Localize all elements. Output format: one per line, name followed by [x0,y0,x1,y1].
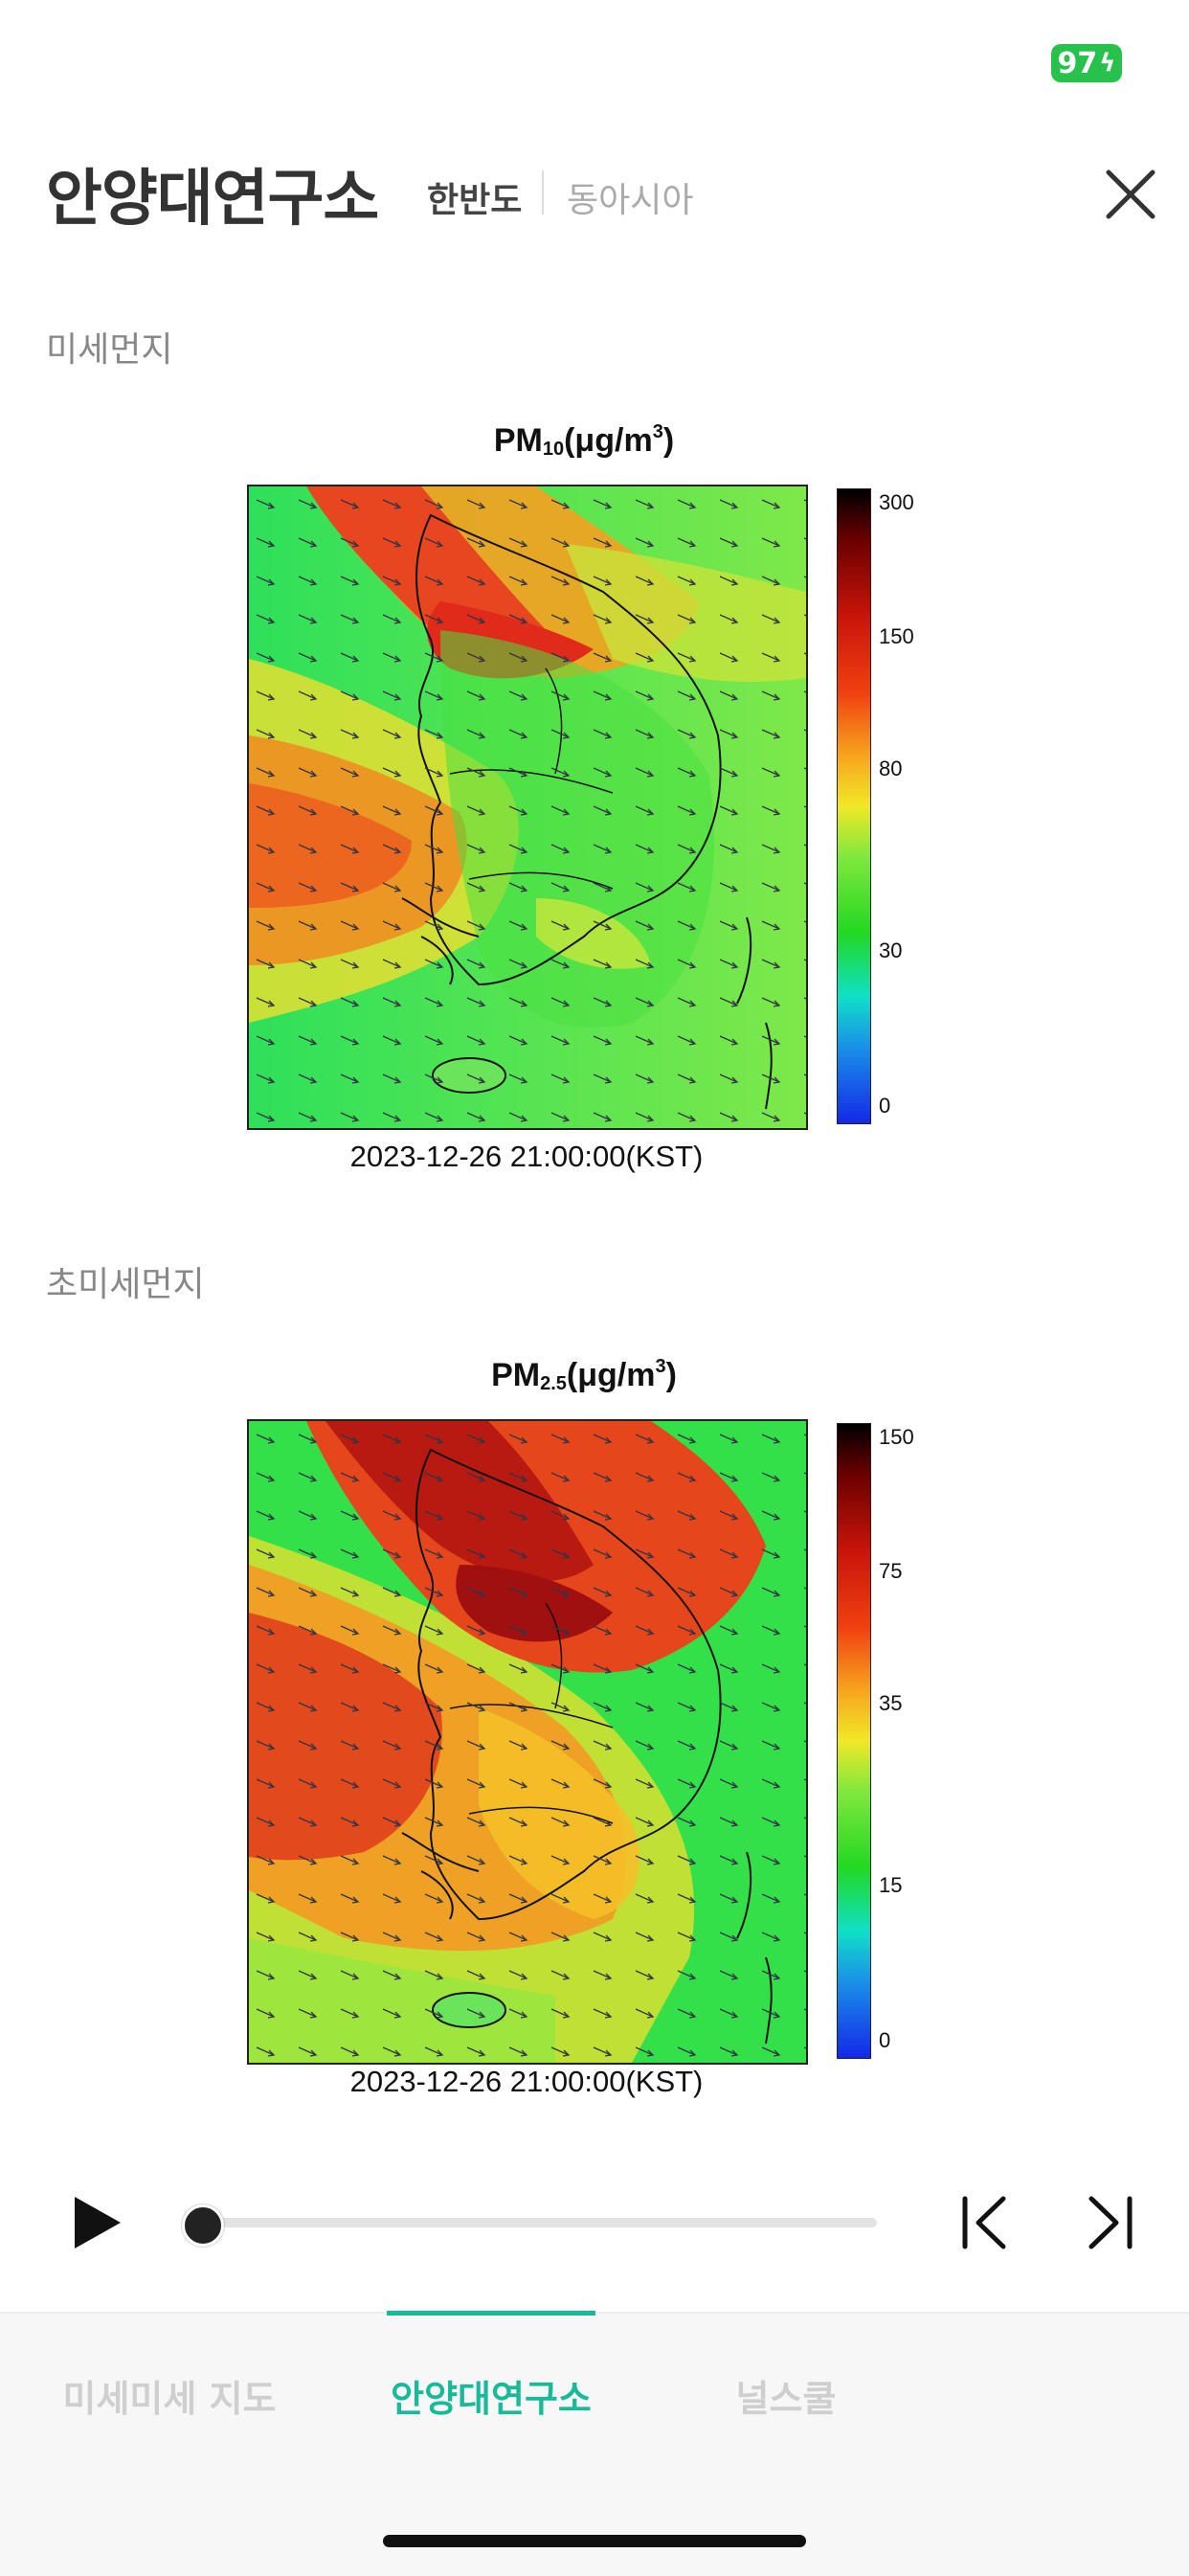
tab-finedust-map[interactable]: 미세미세 지도 [62,2378,277,2420]
pm25-concentration-map [247,1419,808,2065]
pm25-figure-title: PM2.5(μg/m3) [491,1356,677,1394]
pm25-colorbar-tick: 0 [879,2028,891,2052]
pm10-section-label: 미세먼지 [46,330,173,370]
bottom-tab-bar [0,2312,1189,2576]
pm10-colorbar-tick: 300 [879,490,914,514]
pm25-colorbar-tick: 15 [879,1873,903,1897]
battery-level: 97 [1057,46,1098,80]
pm25-timestamp: 2023-12-26 21:00:00(KST) [349,2065,704,2098]
skip-to-end-button[interactable] [1080,2193,1137,2252]
charging-bolt-icon: ϟ [1099,49,1116,78]
pm10-figure: PM10(μg/m3) [220,421,948,1187]
pm25-section-label: 초미세먼지 [46,1265,205,1304]
play-icon [75,2197,121,2248]
timeline-slider-thumb[interactable] [182,2204,224,2247]
pm10-colorbar-tick: 0 [879,1094,891,1118]
page-title: 안양대연구소 [46,164,379,235]
pm10-timestamp: 2023-12-26 21:00:00(KST) [349,1140,704,1173]
pm10-colorbar [837,488,871,1124]
pm10-colorbar-tick: 30 [879,938,903,962]
pm25-figure: PM2.5(μg/m3) 150 7 [220,1356,948,2122]
close-button[interactable] [1099,163,1162,226]
pm10-concentration-map [247,485,808,1130]
skip-forward-icon [1088,2196,1133,2249]
tab-anyang-research[interactable]: 안양대연구소 [391,2378,592,2420]
pm10-colorbar-tick: 80 [879,757,903,780]
home-indicator [383,2535,806,2547]
segment-korean-peninsula[interactable]: 한반도 [427,181,523,220]
pm25-colorbar-tick: 75 [879,1559,903,1583]
pm25-colorbar-tick: 150 [879,1425,914,1449]
pm25-colorbar [837,1423,871,2059]
segment-east-asia[interactable]: 동아시아 [567,181,694,220]
pm25-colorbar-tick: 35 [879,1691,903,1715]
active-tab-indicator [387,2311,595,2316]
tab-nullschool[interactable]: 널스쿨 [735,2378,837,2420]
timeline-slider-track[interactable] [197,2218,877,2227]
pm10-colorbar-tick: 150 [879,624,914,648]
skip-to-start-button[interactable] [957,2193,1015,2252]
play-button[interactable] [71,2193,124,2252]
battery-indicator: 97 ϟ [1051,44,1122,82]
skip-back-icon [962,2196,1006,2249]
segment-divider [542,170,544,215]
pm10-figure-title: PM10(μg/m3) [493,421,675,460]
close-icon [1106,169,1155,219]
